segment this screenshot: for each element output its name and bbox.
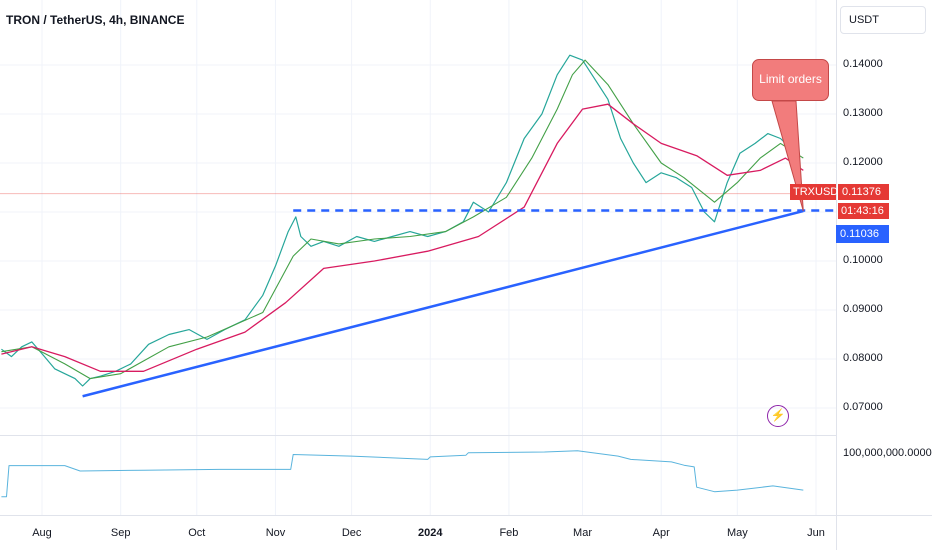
time-tick-label: 2024 (418, 527, 443, 539)
price-tick-label: 0.12000 (843, 156, 883, 168)
volume-pane (1, 450, 804, 498)
symbol-title[interactable]: TRON / TetherUS, 4h, BINANCE (6, 13, 185, 27)
volume-scale-label: 100,000,000.00000 (843, 447, 932, 459)
drawings[interactable] (82, 100, 836, 398)
price-line (1, 54, 804, 387)
limit-orders-callout[interactable]: Limit orders (752, 59, 829, 101)
price-tick-label: 0.14000 (843, 58, 883, 70)
last-price-badge: 0.11376 (838, 184, 889, 200)
time-tick-label: Dec (341, 527, 362, 539)
time-tick-label: Feb (499, 527, 519, 539)
support-trendline[interactable] (82, 209, 804, 398)
time-tick-label: Nov (265, 527, 286, 539)
time-tick-label: Aug (32, 527, 52, 539)
time-tick-label: Jun (807, 527, 825, 539)
currency-selector[interactable]: USDT (840, 6, 926, 34)
price-tick-label: 0.07000 (843, 401, 883, 413)
time-tick-label: May (726, 527, 748, 539)
price-tick-label: 0.09000 (843, 303, 883, 315)
ema_slow-line (1, 103, 804, 372)
ema_fast-line (1, 59, 804, 380)
level-price-badge: 0.11036 (836, 225, 889, 243)
symbol-badge: TRXUSDT (790, 184, 845, 200)
price-tick-label: 0.08000 (843, 352, 883, 364)
lightning-icon[interactable]: ⚡ (767, 405, 789, 427)
volume-line (1, 450, 804, 498)
time-tick-label: Oct (188, 527, 206, 539)
time-tick-label: Mar (573, 527, 592, 539)
price-tick-label: 0.10000 (843, 254, 883, 266)
time-tick-label: Apr (652, 527, 670, 539)
bar-countdown-badge: 01:43:16 (838, 203, 889, 219)
time-tick-label: Sep (110, 527, 131, 539)
price-tick-label: 0.13000 (843, 107, 883, 119)
price-series (1, 54, 804, 387)
callout-pointer (771, 100, 804, 212)
